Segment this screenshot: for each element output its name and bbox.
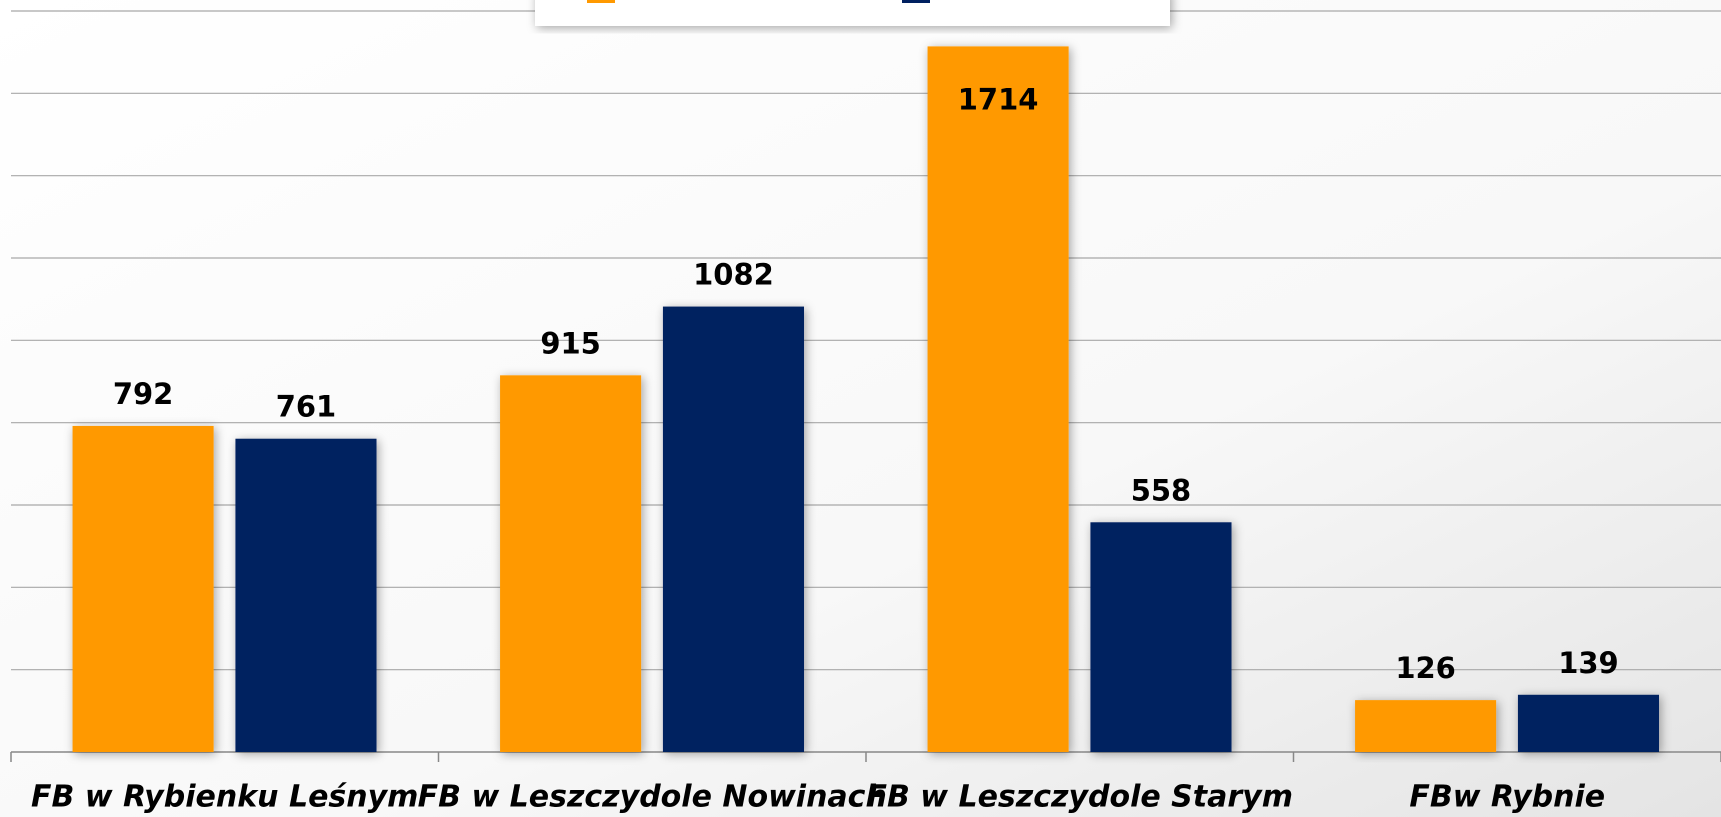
data-label: 126 [1395, 651, 1456, 685]
legend [535, 0, 1170, 26]
bar [500, 375, 642, 752]
data-label: 792 [113, 377, 174, 411]
data-label: 1714 [958, 82, 1039, 116]
data-label: 915 [540, 326, 601, 360]
bar [1355, 700, 1497, 752]
bar [927, 46, 1069, 753]
x-tick-label: FB w Rybienku Leśnym [31, 780, 418, 815]
legend-swatch [902, 0, 930, 3]
bar [1090, 522, 1232, 752]
legend-swatch [587, 0, 615, 3]
bar [235, 438, 377, 752]
data-label: 761 [276, 390, 337, 424]
x-tick-label: FB w Leszczydole Starym [866, 780, 1293, 815]
data-label: 1082 [693, 258, 774, 292]
data-label: 558 [1131, 473, 1192, 507]
bar [72, 425, 214, 752]
data-label: 139 [1558, 646, 1619, 680]
bar [1517, 694, 1660, 752]
bar [662, 306, 805, 752]
legend-box [535, 0, 1170, 26]
x-tick-label: FBw Rybnie [1409, 780, 1605, 815]
x-tick-label: FB w Leszczydole Nowinach [418, 780, 887, 815]
